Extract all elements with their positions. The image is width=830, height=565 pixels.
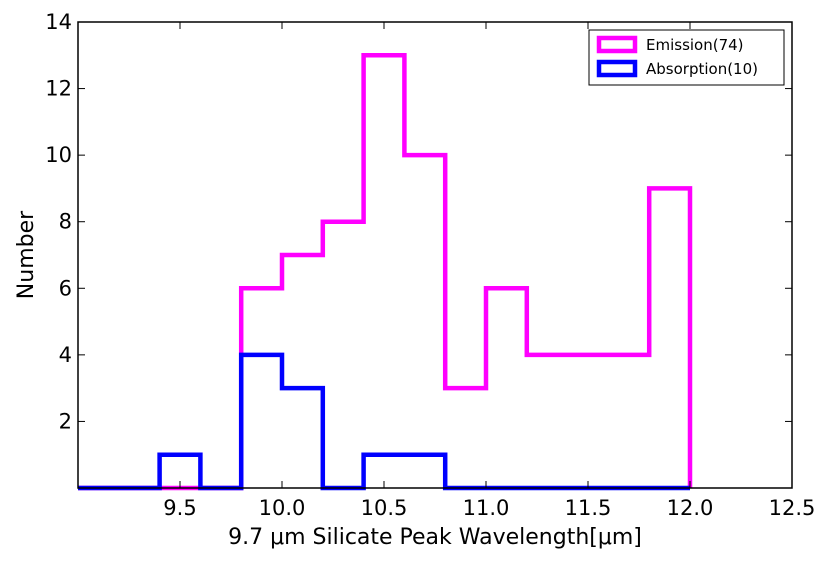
x-tick-label: 12.0 [667,496,714,520]
x-tick-label: 11.5 [565,496,612,520]
plot-frame [77,21,793,489]
y-tick-label: 14 [45,10,72,34]
legend-label-absorption: Absorption(10) [646,60,758,78]
y-tick-label: 8 [59,210,72,234]
x-tick-label: 9.5 [163,496,196,520]
y-tick-label: 12 [45,77,72,101]
legend-swatch-absorption [596,59,638,78]
x-tick-label: 11.0 [463,496,510,520]
x-tick-label: 12.5 [769,496,816,520]
x-axis-title: 9.7 μm Silicate Peak Wavelength[μm] [228,525,642,550]
tick-labels-layer: 9.5 10.0 10.5 11.0 11.5 12.0 12.5 2 4 6 8 10 12 14 [45,10,815,520]
y-tick-label: 4 [59,343,72,367]
series-layer [78,53,693,491]
series-line-emission [78,53,693,491]
legend-swatch-emission [596,35,638,54]
ticks-layer [78,21,793,488]
y-tick-label: 10 [45,143,72,167]
legend: Emission(74) Absorption(10) [588,29,785,86]
x-tick-label: 10.5 [361,496,408,520]
y-tick-label: 6 [59,276,72,300]
y-tick-label: 2 [59,409,72,433]
legend-label-emission: Emission(74) [646,36,744,54]
series-line-absorption [78,352,690,491]
x-tick-label: 10.0 [259,496,306,520]
y-axis-title: Number [14,210,39,299]
